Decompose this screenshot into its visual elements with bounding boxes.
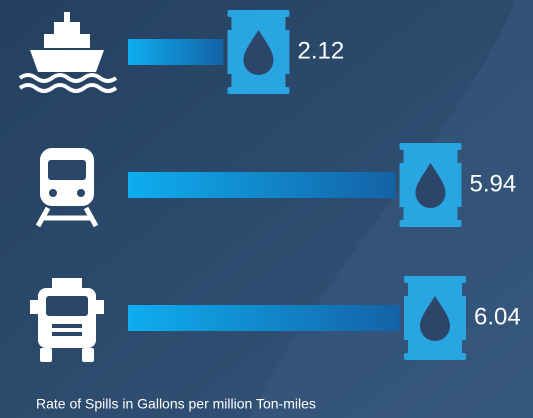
barrel-band xyxy=(399,163,404,207)
oil-drop xyxy=(243,30,274,75)
value-label: 5.94 xyxy=(469,170,516,197)
barrel-icon xyxy=(227,10,290,94)
barrel-rim xyxy=(227,10,290,17)
barrel-band xyxy=(285,30,290,74)
barrel-rim xyxy=(404,353,466,360)
value-label: 2.12 xyxy=(297,37,344,64)
oil-drop xyxy=(420,296,450,341)
barrel-band xyxy=(404,296,408,340)
barrel-rim xyxy=(399,220,462,227)
value-label: 6.04 xyxy=(474,303,521,330)
oil-drop xyxy=(415,163,446,209)
truck-icon xyxy=(30,278,104,362)
barrel-rim xyxy=(399,143,462,150)
bar xyxy=(128,172,396,198)
barrel-rim xyxy=(227,87,290,94)
chart-title: Rate of Spills in Gallons per million To… xyxy=(36,396,316,412)
barrel-icon xyxy=(399,143,462,227)
barrel-band xyxy=(457,163,462,207)
barrel-band xyxy=(227,30,232,74)
train-icon xyxy=(35,148,99,228)
barrel-band xyxy=(462,296,466,340)
barrel-rim xyxy=(404,276,466,283)
bar xyxy=(128,39,224,65)
ship-icon xyxy=(18,12,118,93)
bar xyxy=(128,305,400,331)
barrel-icon xyxy=(404,276,466,360)
